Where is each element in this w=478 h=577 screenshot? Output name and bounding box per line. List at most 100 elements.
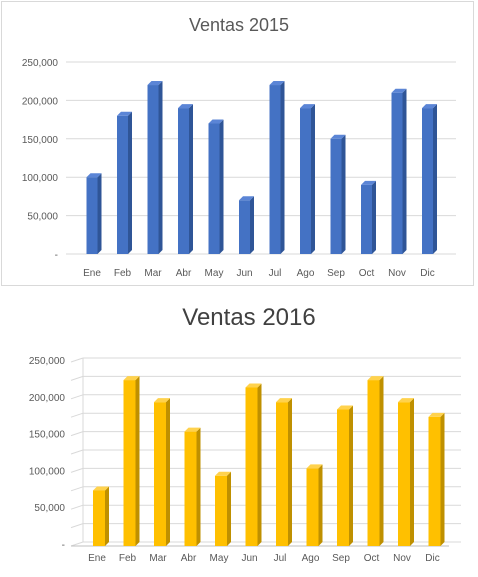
bar [269,81,285,254]
bar [422,104,437,254]
bar-side [227,471,231,546]
x-tick-label: May [205,268,224,279]
x-tick-label: Jun [236,268,252,279]
bar-top [367,376,384,381]
gridline-side [70,375,84,381]
y-tick-label: 200,000 [22,96,59,107]
y-tick-label: 200,000 [29,393,66,404]
y-tick-label: - [62,540,65,551]
x-tick-label: Ago [297,268,315,279]
bar-front [184,431,197,546]
bar [178,104,193,254]
bar-top [86,173,102,178]
bar-side [97,173,102,254]
bar-front [337,409,349,546]
x-tick-label: Abr [181,553,197,564]
bar [208,119,224,254]
bar-front [208,123,220,254]
y-tick-label: 250,000 [22,58,59,69]
bar-front [215,475,227,546]
bar-front [245,387,258,546]
x-tick-label: Dic [425,553,439,564]
bar [86,173,102,254]
bar-side [158,81,163,254]
bar-top [117,111,132,116]
bar [117,111,132,254]
bar-top [245,383,262,388]
chart-2016: Ventas 2016 - 50,000 100,000 150,000 200,000… [1,293,477,575]
bar-side [372,180,376,254]
bar-side [128,111,132,254]
x-tick-label: Mar [144,268,162,279]
y-tick-label: - [55,250,58,261]
bar-front [117,115,128,254]
bar-front [391,92,403,254]
bar [184,427,201,546]
bar-side [166,398,170,546]
bar-side [196,427,201,546]
y-tick-label: 100,000 [22,173,59,184]
bar-top [337,405,353,410]
x-tick-label: Jul [274,553,287,564]
bar-top [428,412,445,417]
bar-front [178,108,189,254]
bar-side [410,398,414,546]
bar-side [135,376,140,546]
x-tick-label: Dic [420,268,434,279]
bar-top [422,104,437,109]
bar-top [391,88,407,93]
y-tick-label: 50,000 [27,212,58,223]
bar-front [361,184,372,254]
bar-front [428,416,441,546]
bar-top [184,427,201,432]
bar-top [269,81,285,86]
bar-front [300,108,311,254]
bar [276,398,292,546]
bar-top [93,486,109,491]
bar-side [189,104,193,254]
bar-top [147,81,163,86]
x-tick-label: Ene [88,553,106,564]
bar-side [349,405,353,546]
bar [215,471,231,546]
bar-side [433,104,437,254]
gridline-side [70,541,84,547]
bar [337,405,353,546]
bar-front [330,138,342,254]
bar-front [269,85,281,254]
bar-front [239,200,250,254]
bar-front [123,380,136,546]
chart-2015: Ventas 2015 - 50,000 100,000 150,000 200,000… [1,1,474,286]
x-tick-label: Abr [176,268,192,279]
x-tick-label: Nov [388,268,406,279]
x-tick-label: May [210,553,229,564]
bar-side [105,486,109,546]
bar-side [379,376,384,546]
x-tick-label: Jul [269,268,282,279]
y-tick-label: 100,000 [29,466,66,477]
gridline-side [70,504,84,510]
x-tick-label: Ene [83,268,101,279]
bar-front [86,177,98,254]
bar-side [257,383,262,546]
gridline-side [70,486,84,492]
y-tick-label: 150,000 [29,430,66,441]
bar [428,412,445,546]
bar-top [178,104,193,109]
bar [300,104,315,254]
y-tick-label: 150,000 [22,135,59,146]
gridline-side [70,412,84,418]
x-tick-label: Sep [327,268,345,279]
bar-side [341,134,346,254]
x-tick-label: Feb [119,553,137,564]
bar-top [154,398,170,403]
bar [391,88,407,254]
bar-top [239,196,254,201]
bar [361,180,376,254]
bar-front [147,85,159,254]
bar-side [440,412,445,546]
gridline-side [70,449,84,455]
x-tick-label: Feb [114,268,132,279]
x-tick-label: Oct [359,268,375,279]
bar-side [402,88,407,254]
